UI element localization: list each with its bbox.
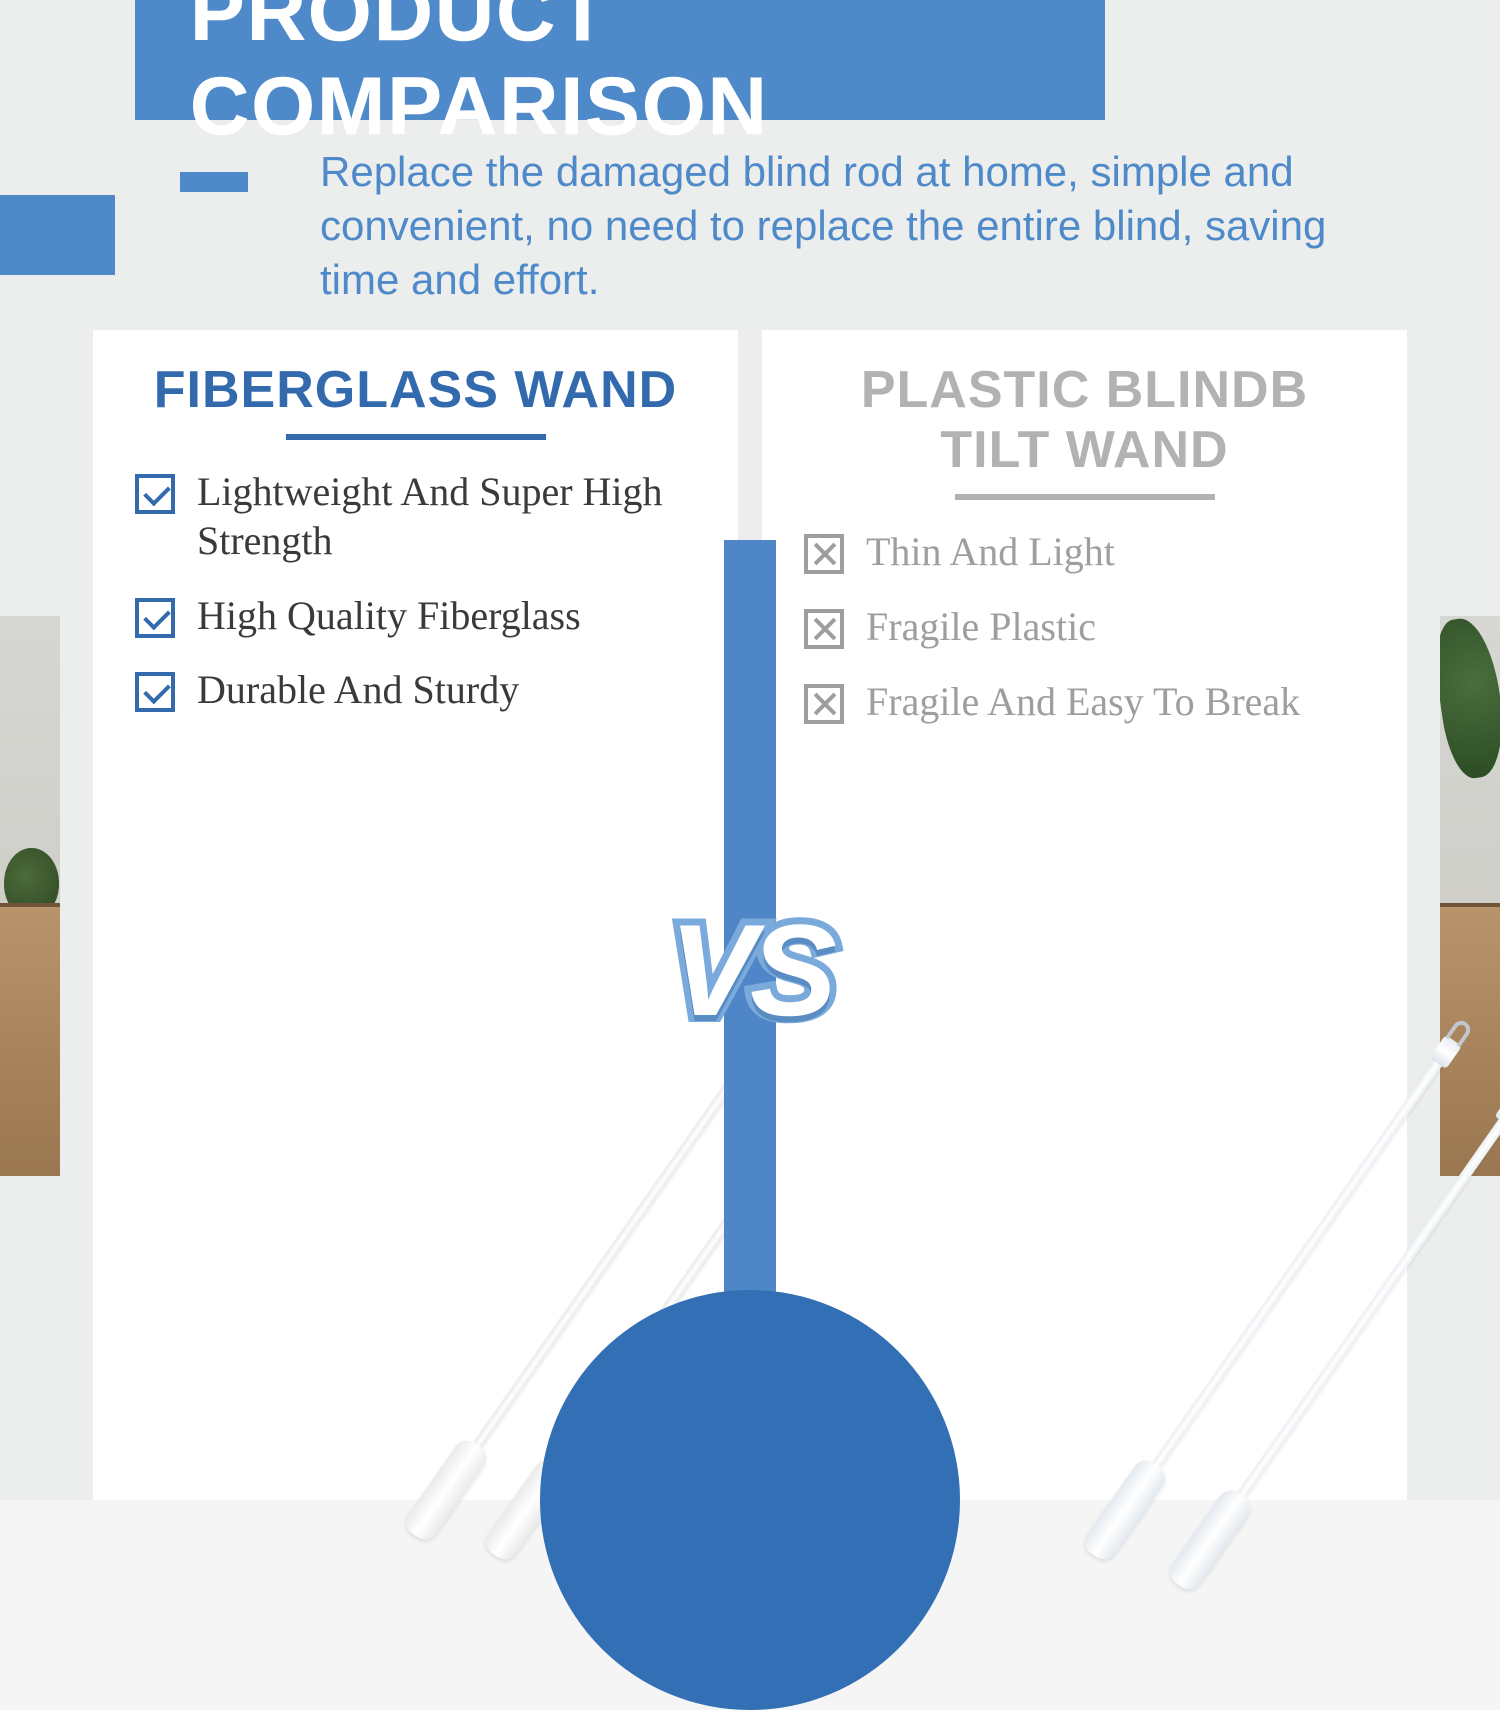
card-right-heading: PLASTIC BLINDB TILT WAND (804, 360, 1365, 480)
feature-item: High Quality Fiberglass (135, 592, 696, 641)
feature-text: Durable And Sturdy (197, 666, 519, 715)
feature-text: Thin And Light (866, 528, 1115, 577)
feature-item: Durable And Sturdy (135, 666, 696, 715)
feature-item: Lightweight And Super High Strength (135, 468, 696, 566)
description-text: Replace the damaged blind rod at home, s… (320, 145, 1410, 306)
vs-badge: VS (669, 895, 830, 1045)
cross-icon (804, 684, 844, 724)
accent-dash (180, 172, 248, 192)
check-icon (135, 598, 175, 638)
title-banner: PRODUCT COMPARISON (135, 0, 1105, 120)
feature-text: Fragile And Easy To Break (866, 678, 1300, 727)
card-left-features: Lightweight And Super High Strength High… (135, 468, 696, 715)
feature-item: Fragile And Easy To Break (804, 678, 1365, 727)
card-right-rule (955, 494, 1215, 500)
check-icon (135, 672, 175, 712)
accent-block (0, 195, 115, 275)
feature-text: High Quality Fiberglass (197, 592, 581, 641)
feature-item: Thin And Light (804, 528, 1365, 577)
card-right-features: Thin And Light Fragile Plastic Fragile A… (804, 528, 1365, 726)
page-title: PRODUCT COMPARISON (190, 0, 1105, 154)
feature-item: Fragile Plastic (804, 603, 1365, 652)
bg-photo-left (0, 616, 60, 1176)
cross-icon (804, 609, 844, 649)
feature-text: Fragile Plastic (866, 603, 1096, 652)
heading-line: PLASTIC BLINDB (804, 360, 1365, 420)
card-left-rule (286, 434, 546, 440)
check-icon (135, 474, 175, 514)
card-left-heading: FIBERGLASS WAND (135, 360, 696, 420)
feature-text: Lightweight And Super High Strength (197, 468, 696, 566)
wand-icon (1093, 1039, 1457, 1553)
bottom-semicircle (540, 1290, 960, 1710)
infographic-canvas: PRODUCT COMPARISON Replace the damaged b… (0, 0, 1500, 1500)
heading-line: TILT WAND (804, 420, 1365, 480)
cross-icon (804, 534, 844, 574)
bg-photo-right (1440, 616, 1500, 1176)
